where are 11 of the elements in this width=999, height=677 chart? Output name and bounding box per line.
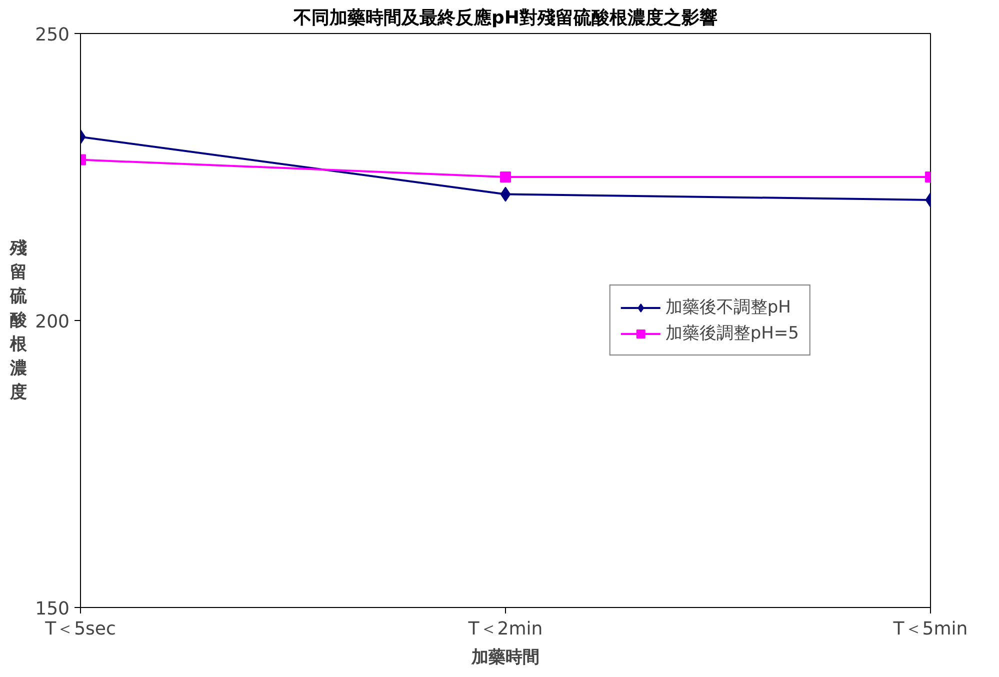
x-axis-title: 加藥時間 <box>470 648 540 668</box>
chart-title: 不同加藥時間及最終反應pH對殘留硫酸根濃度之影響 <box>292 8 718 28</box>
y-axis-title: 殘留硫酸根濃度 <box>9 238 28 402</box>
legend-label: 加藥後不調整pH <box>665 296 791 318</box>
y-tick-label: 250 <box>35 24 70 46</box>
x-tick-label: T＜2min <box>467 618 543 640</box>
x-tick-label: T＜5min <box>892 618 968 640</box>
y-tick-label: 150 <box>35 598 70 620</box>
y-tick-label: 200 <box>35 312 70 332</box>
legend-label: 加藥後調整pH=5 <box>665 322 799 344</box>
x-tick-label: T＜5sec <box>44 618 116 640</box>
